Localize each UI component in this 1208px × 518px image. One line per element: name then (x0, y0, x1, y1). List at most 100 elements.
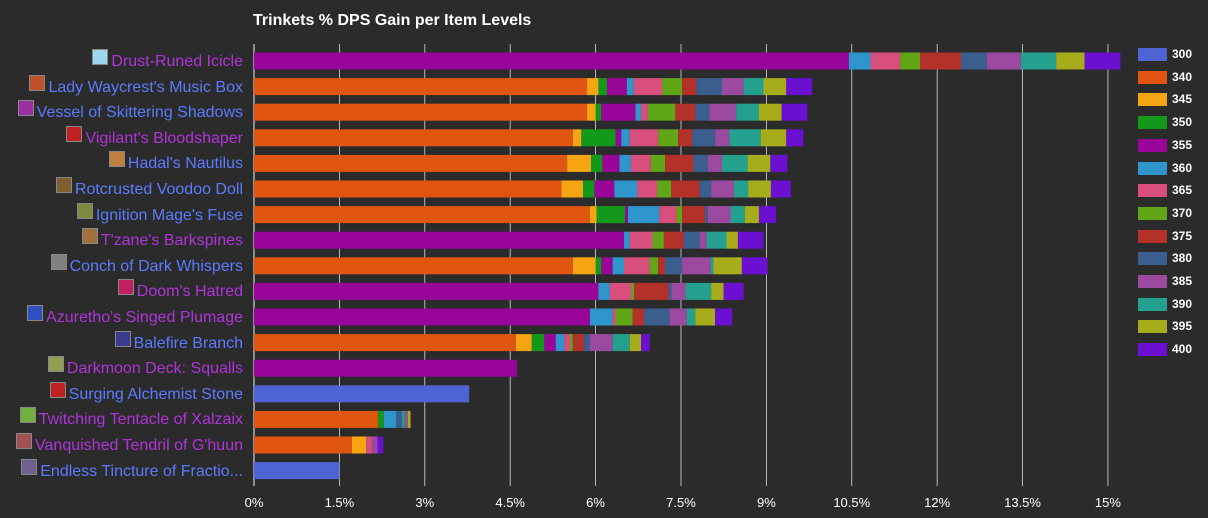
bar-segment-350[interactable] (583, 180, 595, 198)
bar-segment-355[interactable] (254, 359, 518, 377)
bar-segment-370[interactable] (631, 282, 635, 300)
bar-segment-360[interactable] (619, 154, 631, 172)
bar-segment-345[interactable] (561, 180, 584, 198)
bar-segment-360[interactable] (848, 52, 871, 70)
bar-segment-390[interactable] (710, 257, 714, 275)
bar-segment-370[interactable] (658, 129, 679, 147)
bar-segment-350[interactable] (598, 78, 607, 96)
bar-segment-370[interactable] (650, 154, 666, 172)
bar-segment-385[interactable] (709, 103, 737, 121)
bar-segment-360[interactable] (628, 206, 660, 224)
bar-segment-395[interactable] (758, 103, 782, 121)
bar-segment-380[interactable] (693, 154, 708, 172)
bar-segment-350[interactable] (581, 129, 616, 147)
bar-segment-400[interactable] (770, 180, 791, 198)
bar-segment-385[interactable] (404, 410, 408, 428)
bar-segment-355[interactable] (254, 52, 849, 70)
bar-segment-380[interactable] (665, 257, 683, 275)
bar-segment-370[interactable] (649, 257, 659, 275)
bar-segment-300[interactable] (254, 462, 340, 480)
bar-segment-350[interactable] (595, 257, 602, 275)
bar-segment-390[interactable] (736, 103, 759, 121)
bar-segment-385[interactable] (371, 436, 378, 454)
bar-segment-390[interactable] (612, 334, 630, 352)
bar-segment-385[interactable] (682, 257, 711, 275)
bar-segment-375[interactable] (634, 282, 669, 300)
bar-segment-380[interactable] (699, 180, 712, 198)
bar-segment-375[interactable] (671, 180, 700, 198)
bar-segment-365[interactable] (630, 154, 651, 172)
bar-segment-365[interactable] (629, 231, 653, 249)
bar-segment-400[interactable] (377, 436, 384, 454)
bar-segment-365[interactable] (641, 103, 648, 121)
bar-segment-345[interactable] (572, 129, 582, 147)
bar-segment-365[interactable] (564, 334, 570, 352)
bar-segment-340[interactable] (254, 334, 516, 352)
bar-segment-345[interactable] (515, 334, 532, 352)
bar-segment-380[interactable] (696, 78, 722, 96)
bar-segment-360[interactable] (383, 410, 397, 428)
bar-segment-365[interactable] (870, 52, 901, 70)
bar-segment-375[interactable] (682, 206, 705, 224)
bar-segment-375[interactable] (665, 154, 694, 172)
bar-segment-345[interactable] (351, 436, 367, 454)
bar-segment-370[interactable] (662, 78, 683, 96)
bar-segment-365[interactable] (629, 129, 659, 147)
bar-segment-345[interactable] (572, 257, 596, 275)
bar-segment-370[interactable] (647, 103, 676, 121)
bar-segment-380[interactable] (961, 52, 987, 70)
bar-segment-340[interactable] (254, 180, 562, 198)
bar-segment-355[interactable] (254, 308, 590, 326)
bar-segment-400[interactable] (723, 282, 744, 300)
bar-segment-340[interactable] (254, 206, 590, 224)
bar-segment-400[interactable] (737, 231, 764, 249)
bar-segment-360[interactable] (621, 129, 630, 147)
bar-segment-385[interactable] (986, 52, 1021, 70)
bar-segment-390[interactable] (730, 206, 745, 224)
bar-segment-395[interactable] (760, 129, 787, 147)
bar-segment-350[interactable] (531, 334, 545, 352)
bar-segment-370[interactable] (569, 334, 573, 352)
bar-segment-340[interactable] (254, 129, 573, 147)
bar-segment-385[interactable] (589, 334, 613, 352)
bar-segment-400[interactable] (715, 308, 733, 326)
bar-segment-385[interactable] (699, 231, 707, 249)
bar-segment-375[interactable] (658, 257, 666, 275)
bar-segment-380[interactable] (683, 231, 700, 249)
bar-segment-355[interactable] (254, 231, 625, 249)
bar-segment-340[interactable] (254, 154, 568, 172)
bar-segment-390[interactable] (686, 308, 696, 326)
bar-segment-400[interactable] (641, 334, 650, 352)
bar-segment-360[interactable] (626, 78, 634, 96)
bar-segment-345[interactable] (567, 154, 592, 172)
bar-segment-375[interactable] (678, 129, 693, 147)
bar-segment-375[interactable] (920, 52, 962, 70)
bar-segment-390[interactable] (685, 282, 712, 300)
bar-segment-365[interactable] (633, 78, 663, 96)
bar-segment-345[interactable] (587, 78, 599, 96)
bar-segment-400[interactable] (786, 129, 804, 147)
bar-segment-355[interactable] (601, 103, 636, 121)
bar-segment-365[interactable] (609, 282, 632, 300)
bar-segment-350[interactable] (378, 410, 384, 428)
bar-segment-360[interactable] (612, 257, 625, 275)
bar-segment-380[interactable] (396, 410, 403, 428)
bar-segment-340[interactable] (254, 78, 588, 96)
bar-segment-340[interactable] (254, 103, 588, 121)
bar-segment-355[interactable] (602, 154, 620, 172)
bar-segment-355[interactable] (594, 180, 615, 198)
bar-segment-400[interactable] (758, 206, 777, 224)
bar-segment-375[interactable] (682, 78, 697, 96)
bar-segment-375[interactable] (663, 231, 684, 249)
bar-segment-400[interactable] (1084, 52, 1121, 70)
bar-segment-355[interactable] (254, 282, 599, 300)
bar-segment-345[interactable] (587, 103, 596, 121)
bar-segment-340[interactable] (254, 257, 573, 275)
bar-segment-375[interactable] (675, 103, 696, 121)
bar-segment-395[interactable] (713, 257, 742, 275)
bar-segment-355[interactable] (615, 129, 622, 147)
bar-segment-300[interactable] (254, 385, 470, 403)
bar-segment-400[interactable] (741, 257, 768, 275)
bar-segment-340[interactable] (254, 410, 379, 428)
bar-segment-380[interactable] (668, 282, 672, 300)
